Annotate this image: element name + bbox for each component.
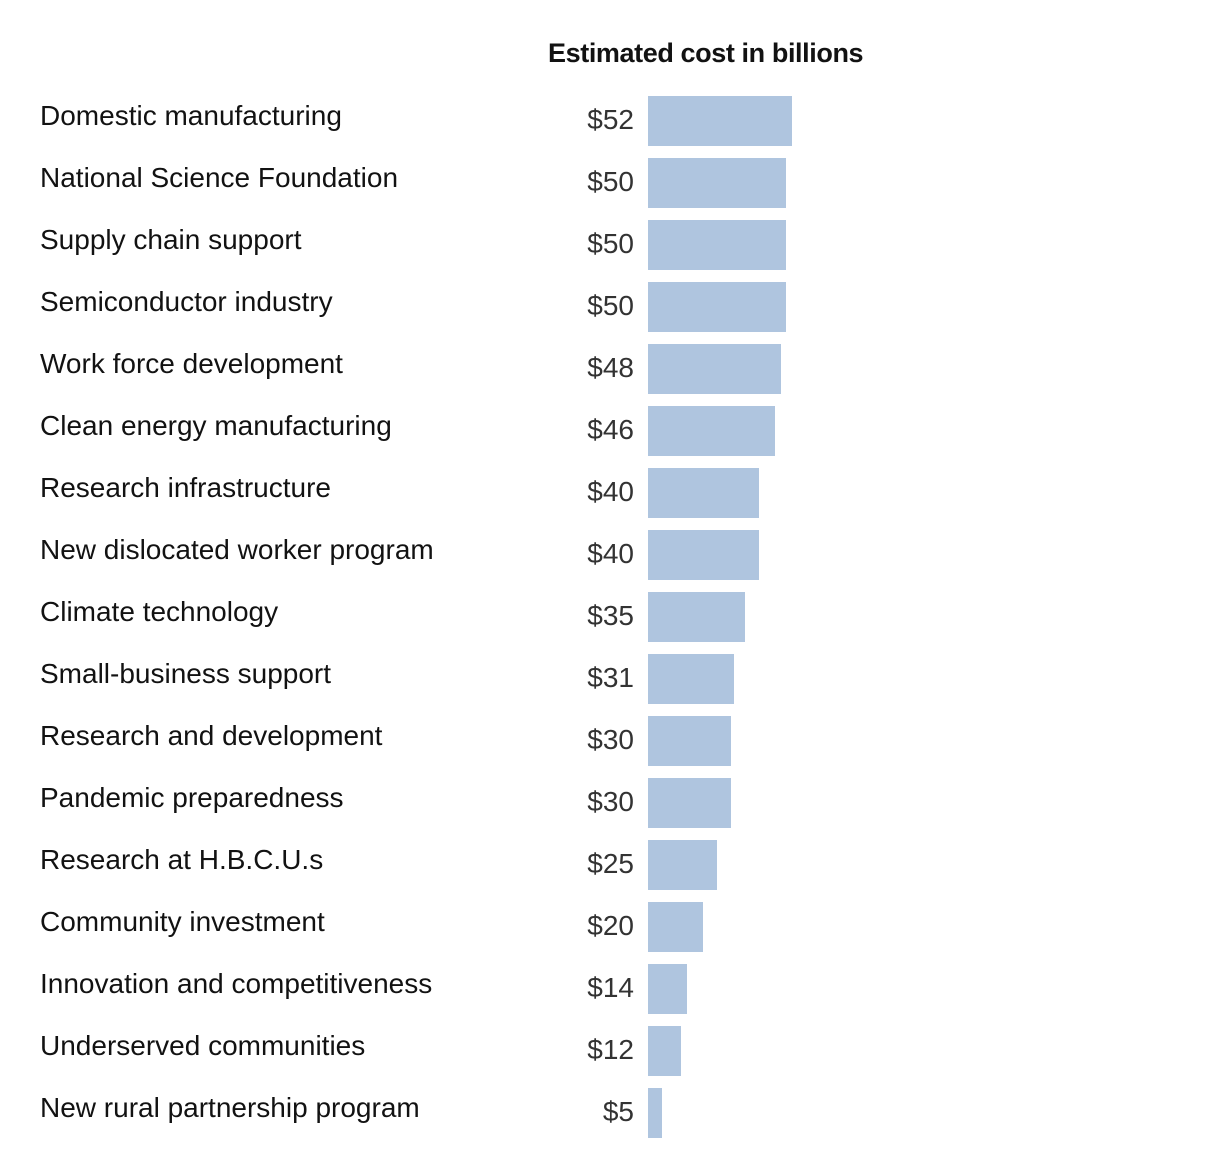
value-label: $50 [587, 166, 634, 197]
bar [648, 654, 734, 704]
value-label: $52 [587, 104, 634, 135]
chart-row: Clean energy manufacturing $46 [0, 406, 1216, 468]
category-label: Pandemic preparedness [40, 782, 344, 813]
chart-row: Community investment $20 [0, 902, 1216, 964]
chart-title: Estimated cost in billions [548, 38, 864, 68]
category-label: Clean energy manufacturing [40, 410, 392, 441]
category-label: Innovation and competitiveness [40, 968, 433, 999]
category-label: Community investment [40, 906, 325, 937]
chart-row: New rural partnership program $5 [0, 1088, 1216, 1150]
chart-row: Research and development $30 [0, 716, 1216, 778]
bar [648, 964, 687, 1014]
bar [648, 902, 703, 952]
bar [648, 778, 731, 828]
bar [648, 96, 792, 146]
category-label: Research infrastructure [40, 472, 332, 503]
value-label: $12 [587, 1034, 634, 1065]
chart-row: Semiconductor industry $50 [0, 282, 1216, 344]
value-label: $50 [587, 228, 634, 259]
bar [648, 1026, 681, 1076]
value-label: $14 [587, 972, 634, 1003]
category-label: Work force development [40, 348, 343, 379]
category-label: Supply chain support [40, 224, 302, 255]
bar [648, 282, 786, 332]
bar [648, 158, 786, 208]
category-label: National Science Foundation [40, 162, 399, 193]
chart-row: Supply chain support $50 [0, 220, 1216, 282]
value-label: $5 [602, 1096, 634, 1127]
value-label: $48 [587, 352, 634, 383]
bar [648, 406, 775, 456]
chart-row: Work force development $48 [0, 344, 1216, 406]
chart-row: Underserved communities $12 [0, 1026, 1216, 1088]
category-label: Semiconductor industry [40, 286, 333, 317]
bar [648, 840, 717, 890]
bar [648, 344, 781, 394]
chart-row: Pandemic preparedness $30 [0, 778, 1216, 840]
value-label: $46 [587, 414, 634, 445]
value-label: $31 [587, 662, 634, 693]
chart-row: Small-business support $31 [0, 654, 1216, 716]
category-label: Underserved communities [40, 1030, 366, 1061]
chart-row: Innovation and competitiveness $14 [0, 964, 1216, 1026]
value-label: $25 [587, 848, 634, 879]
bar [648, 530, 759, 580]
value-label: $30 [587, 786, 634, 817]
category-label: Research at H.B.C.U.s [40, 844, 324, 875]
value-label: $50 [587, 290, 634, 321]
chart-row: Domestic manufacturing $52 [0, 96, 1216, 158]
chart-row: Research infrastructure $40 [0, 468, 1216, 530]
category-label: Research and development [40, 720, 383, 751]
value-label: $35 [587, 600, 634, 631]
bar [648, 220, 786, 270]
category-label: Domestic manufacturing [40, 100, 342, 131]
chart-row: National Science Foundation $50 [0, 158, 1216, 220]
chart-row: New dislocated worker program $40 [0, 530, 1216, 592]
value-label: $20 [587, 910, 634, 941]
bar [648, 1088, 662, 1138]
category-label: Small-business support [40, 658, 332, 689]
value-label: $30 [587, 724, 634, 755]
bar [648, 468, 759, 518]
chart-row: Research at H.B.C.U.s $25 [0, 840, 1216, 902]
value-label: $40 [587, 538, 634, 569]
bar [648, 716, 731, 766]
category-label: New dislocated worker program [40, 534, 434, 565]
bar [648, 592, 745, 642]
category-label: Climate technology [40, 596, 279, 627]
chart-row: Climate technology $35 [0, 592, 1216, 654]
value-label: $40 [587, 476, 634, 507]
category-label: New rural partnership program [40, 1092, 420, 1123]
